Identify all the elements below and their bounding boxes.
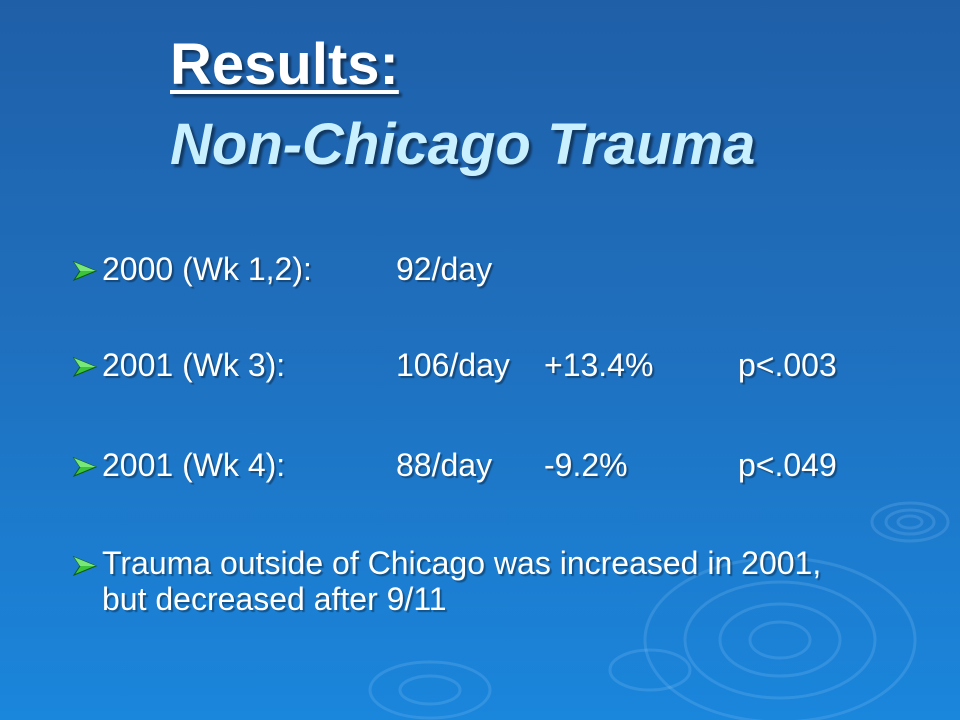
green-arrow-bullet-icon bbox=[72, 555, 98, 577]
bullet-rate: 88/day bbox=[396, 447, 493, 483]
bullet-label: 2000 (Wk 1,2): bbox=[102, 251, 312, 287]
summary-bullet: Trauma outside of Chicago was increased … bbox=[102, 545, 822, 617]
bullet-change: +13.4% bbox=[544, 347, 654, 383]
bullet-rate: 92/day bbox=[396, 251, 493, 287]
green-arrow-bullet-icon bbox=[72, 356, 98, 378]
bullet-rate: 106/day bbox=[396, 347, 510, 383]
green-arrow-bullet-icon bbox=[72, 456, 98, 478]
bullet-label: 2001 (Wk 3): bbox=[102, 347, 286, 383]
bullet-p-value: p<.049 bbox=[738, 447, 837, 483]
bullet-label: 2001 (Wk 4): bbox=[102, 447, 286, 483]
slide-subtitle: Non-Chicago Trauma bbox=[170, 112, 756, 177]
green-arrow-bullet-icon bbox=[72, 260, 98, 282]
slide-title: Results: bbox=[170, 32, 399, 97]
bullet-change: -9.2% bbox=[544, 447, 628, 483]
bullet-p-value: p<.003 bbox=[738, 347, 837, 383]
